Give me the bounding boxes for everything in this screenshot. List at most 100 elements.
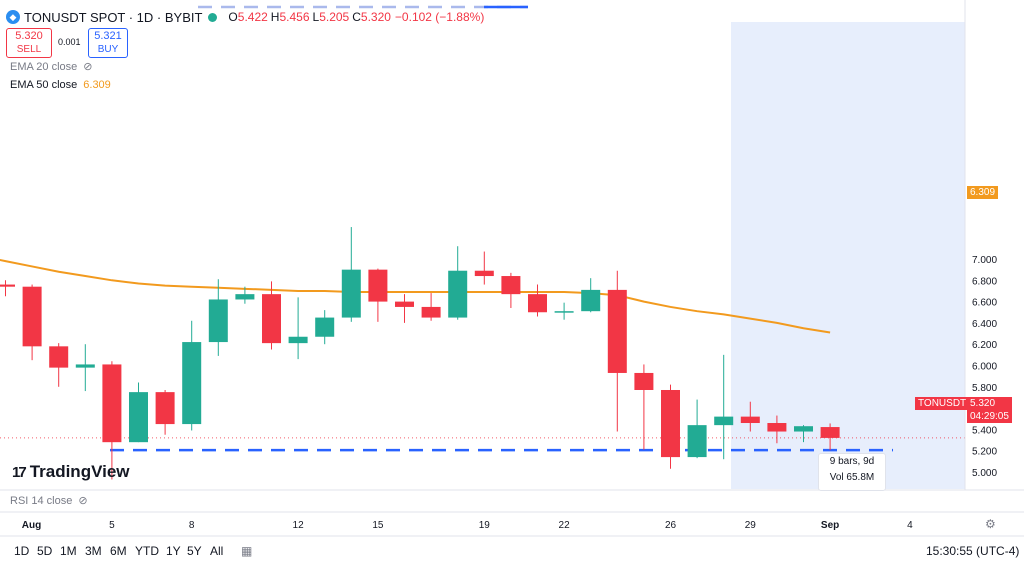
buy-button[interactable]: 5.321 BUY [88, 28, 128, 58]
candle-body [102, 364, 122, 443]
y-tick-label: 6.400 [972, 319, 997, 330]
bar-countdown: 04:29:05 [970, 411, 1009, 422]
ema50-series-line [0, 259, 831, 334]
candle-body [235, 294, 255, 300]
candle-body [740, 416, 760, 424]
last-price-tag: 5.320 04:29:05 [967, 397, 1012, 423]
candle [235, 286, 255, 304]
symbol-title[interactable]: TONUSDT SPOT · 1D · BYBIT [24, 9, 203, 25]
candle [22, 284, 42, 361]
candle [421, 293, 441, 321]
x-tick-label: 22 [559, 520, 571, 531]
tradingview-mark-icon: 17 [12, 463, 27, 481]
candle-body [581, 289, 601, 312]
tradingview-logo[interactable]: 17 TradingView [12, 462, 130, 482]
range-1d[interactable]: 1D [14, 544, 30, 558]
range-5d[interactable]: 5D [37, 544, 53, 558]
candle-body [714, 416, 734, 426]
candle-body [22, 286, 42, 347]
buy-label: BUY [97, 44, 119, 55]
ema50-label: EMA 50 close [10, 79, 78, 91]
range-1y[interactable]: 1Y [166, 544, 181, 558]
candle [474, 251, 494, 285]
candle [49, 343, 69, 387]
range-bars: 9 bars, 9d [829, 456, 875, 467]
range-6m[interactable]: 6M [110, 544, 127, 558]
bottom-toolbar: 1D 5D 1M 3M 6M YTD 1Y 5Y All ▦ 15:30:55 … [0, 538, 1024, 564]
indicator-ema20[interactable]: EMA 20 close ⊘ [10, 60, 93, 74]
price-axis[interactable]: 5.0005.2005.4005.6005.8006.0006.2006.400… [972, 255, 997, 479]
candle-body [0, 284, 15, 287]
candle [607, 270, 627, 432]
candle-body [129, 392, 148, 443]
y-tick-label: 6.800 [972, 276, 997, 287]
market-status-icon[interactable] [208, 12, 218, 22]
candle [740, 401, 760, 432]
x-tick-label: 4 [907, 520, 913, 531]
candle [634, 364, 654, 450]
candle [820, 423, 840, 451]
x-tick-label: 8 [189, 520, 195, 531]
ohlc-h-value: 5.456 [279, 10, 310, 24]
candle-body [528, 294, 547, 313]
ohlc-c-label: C [352, 10, 361, 24]
ton-logo-icon: ◆ [6, 10, 20, 24]
ohlc-l-value: 5.205 [319, 10, 350, 24]
brand-name: TradingView [29, 462, 130, 481]
candle-body [767, 423, 787, 432]
sell-price: 5.320 [15, 30, 43, 42]
sell-button[interactable]: 5.320 SELL [6, 28, 52, 58]
candle-body [395, 301, 414, 307]
range-1m[interactable]: 1M [60, 544, 77, 558]
ohlc-h-label: H [270, 10, 280, 24]
y-tick-label: 5.200 [972, 447, 997, 458]
candle-body [474, 270, 494, 277]
candle-body [155, 392, 175, 425]
settings-icon[interactable]: ⚙ [985, 517, 996, 531]
clock-time[interactable]: 15:30:55 (UTC-4) [926, 544, 1020, 558]
candle-body [661, 389, 680, 458]
candles[interactable] [0, 227, 840, 480]
range-3m[interactable]: 3M [85, 544, 102, 558]
eye-crossed-icon[interactable]: ⊘ [83, 61, 93, 73]
candle [75, 344, 95, 392]
candle [501, 272, 521, 308]
x-tick-label: 29 [745, 520, 757, 531]
range-info-tooltip: 9 bars, 9d Vol 65.8M [818, 453, 886, 491]
candle [129, 382, 148, 443]
candle-body [49, 346, 69, 368]
time-axis[interactable]: Aug 5 8 12 15 19 22 26 29 Sep 4 [22, 520, 913, 531]
candle-body [315, 317, 335, 337]
candle [208, 279, 228, 356]
y-tick-label: 6.000 [972, 362, 997, 373]
range-volume: Vol 65.8M [829, 472, 875, 483]
x-tick-label: 12 [293, 520, 305, 531]
indicator-rsi[interactable]: RSI 14 close ⊘ [10, 494, 88, 508]
candle [661, 384, 680, 469]
ohlc-o-label: O [228, 10, 238, 24]
candle-body [634, 372, 654, 390]
range-all[interactable]: All [210, 544, 224, 558]
x-tick-label: 5 [109, 520, 115, 531]
candle-body [794, 426, 813, 432]
candle-body [554, 311, 574, 313]
candle [767, 415, 787, 444]
x-tick-label: 15 [372, 520, 384, 531]
candle [182, 320, 202, 431]
eye-crossed-icon[interactable]: ⊘ [78, 495, 88, 507]
range-5y[interactable]: 5Y [187, 544, 202, 558]
candle [687, 399, 707, 459]
candle-body [182, 342, 202, 425]
ema50-price-tag: 6.309 [967, 186, 999, 199]
candle-body [687, 425, 707, 458]
range-ytd[interactable]: YTD [135, 544, 159, 558]
ohlc-o-value: 5.422 [237, 10, 268, 24]
calendar-icon[interactable]: ▦ [241, 544, 253, 558]
y-tick-label: 7.000 [972, 255, 997, 266]
dashed-reference-lines [110, 5, 893, 452]
candle-body [288, 336, 308, 344]
ohlc-c-value: 5.320 [360, 10, 391, 24]
rsi-label: RSI 14 close [10, 494, 73, 507]
indicator-ema50[interactable]: EMA 50 close 6.309 [10, 79, 111, 91]
candle-body [262, 294, 281, 344]
